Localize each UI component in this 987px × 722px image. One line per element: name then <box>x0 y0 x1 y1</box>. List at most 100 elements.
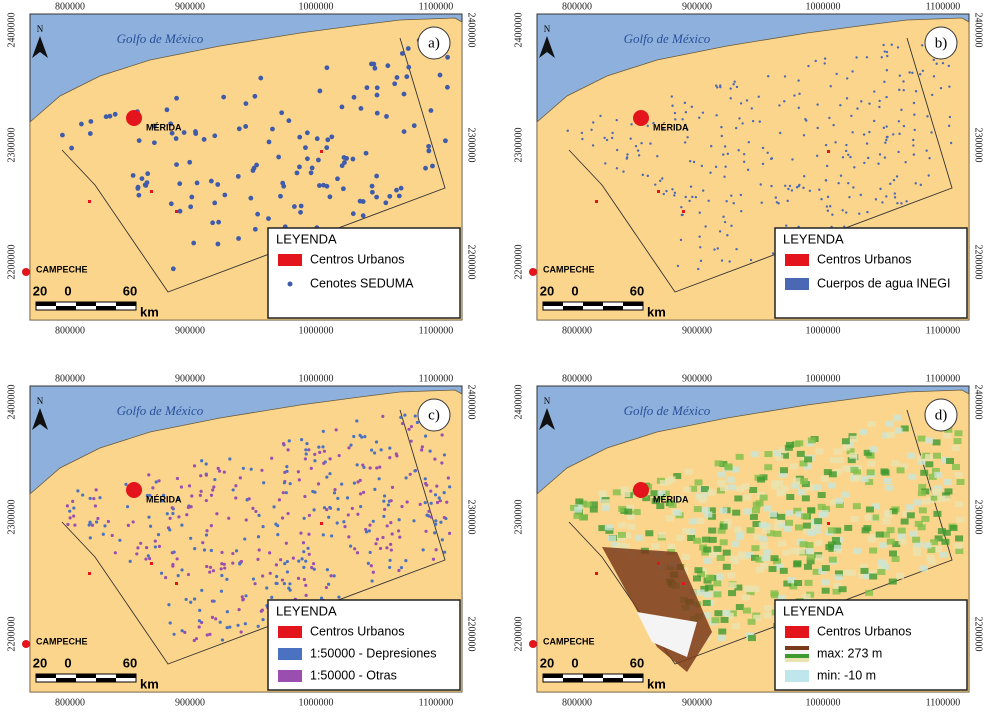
feature-dot <box>884 141 887 144</box>
feature-dot <box>895 175 899 178</box>
feature-dot <box>720 259 724 262</box>
urban-area <box>175 210 178 213</box>
elevation-cell <box>841 438 850 445</box>
elevation-cell <box>925 437 934 444</box>
feature-dot <box>715 114 718 117</box>
feature-dot <box>276 533 280 537</box>
elevation-cell <box>743 508 752 515</box>
elevation-cell <box>869 573 878 580</box>
feature-dot <box>396 193 402 199</box>
elevation-cell <box>701 549 710 556</box>
y-coord-label: 2200000 <box>513 617 524 652</box>
elevation-cell <box>799 541 808 548</box>
feature-dot <box>684 111 688 114</box>
feature-dot <box>333 488 337 492</box>
feature-dot <box>428 108 434 113</box>
feature-dot <box>73 523 77 527</box>
feature-dot <box>189 600 193 604</box>
elevation-cell <box>909 530 918 537</box>
feature-dot <box>98 496 102 500</box>
urban-area <box>633 482 649 498</box>
feature-dot <box>423 477 427 481</box>
feature-dot <box>118 538 122 542</box>
feature-dot <box>409 439 413 443</box>
elevation-cell <box>832 588 841 595</box>
feature-dot <box>304 448 308 452</box>
urban-area <box>320 522 323 525</box>
feature-dot <box>296 470 300 474</box>
feature-dot <box>299 438 304 442</box>
feature-dot <box>679 238 683 242</box>
feature-dot <box>168 201 174 207</box>
feature-dot <box>382 494 387 498</box>
elevation-cell <box>927 546 936 553</box>
elevation-cell <box>893 414 902 421</box>
feature-dot <box>914 90 918 93</box>
elevation-cell <box>941 538 950 545</box>
elevation-cell <box>760 542 769 549</box>
feature-dot <box>831 213 834 216</box>
feature-dot <box>691 195 694 199</box>
panel-label: a) <box>428 35 440 51</box>
elevation-cell <box>867 421 876 428</box>
feature-dot <box>112 111 118 117</box>
feature-dot <box>280 578 285 582</box>
feature-dot <box>176 573 180 578</box>
feature-dot <box>626 153 629 156</box>
feature-dot <box>896 46 900 49</box>
elevation-cell <box>918 507 927 514</box>
elevation-cell <box>941 495 950 502</box>
feature-dot <box>374 542 378 546</box>
y-coord-label: 2200000 <box>466 245 477 280</box>
feature-dot <box>324 65 330 71</box>
elevation-cell <box>898 538 907 545</box>
feature-dot <box>641 173 644 177</box>
elevation-cell <box>622 543 631 550</box>
feature-dot <box>198 493 202 497</box>
feature-dot <box>385 63 391 69</box>
elevation-cell <box>746 589 755 596</box>
elevation-cell <box>759 494 768 501</box>
feature-dot <box>745 99 749 102</box>
feature-dot <box>420 445 424 449</box>
feature-dot <box>237 608 241 612</box>
elevation-cell <box>743 494 752 501</box>
feature-dot <box>184 597 188 602</box>
elevation-cell <box>708 527 717 534</box>
scale-segment <box>563 678 583 682</box>
elevation-cell <box>705 584 714 591</box>
feature-dot <box>930 131 933 134</box>
feature-dot <box>742 160 746 164</box>
feature-dot <box>359 492 363 496</box>
elevation-cell <box>821 587 830 594</box>
feature-dot <box>448 485 452 489</box>
feature-dot <box>274 563 278 567</box>
feature-dot <box>722 215 725 218</box>
x-coord-label: 900000 <box>682 697 712 708</box>
elevation-cell <box>790 482 799 489</box>
feature-dot <box>319 596 324 600</box>
feature-dot <box>395 454 399 458</box>
elevation-cell <box>927 558 936 565</box>
feature-dot <box>629 137 632 140</box>
feature-dot <box>442 515 446 520</box>
elevation-cell <box>900 463 909 470</box>
feature-dot <box>646 174 650 178</box>
scale-segment <box>56 678 76 682</box>
elevation-cell <box>783 580 792 587</box>
urban-area <box>657 562 660 565</box>
feature-dot <box>329 134 335 140</box>
feature-dot <box>932 58 935 62</box>
feature-dot <box>262 481 266 485</box>
elevation-cell <box>575 498 584 505</box>
feature-dot <box>913 128 916 132</box>
elevation-cell <box>786 493 795 500</box>
feature-dot <box>209 524 213 528</box>
feature-dot <box>378 546 383 551</box>
feature-dot <box>325 475 329 479</box>
elevation-cell <box>722 563 731 570</box>
feature-dot <box>400 504 404 509</box>
elevation-cell <box>796 548 805 555</box>
feature-dot <box>374 110 380 116</box>
elevation-cell <box>770 555 779 562</box>
